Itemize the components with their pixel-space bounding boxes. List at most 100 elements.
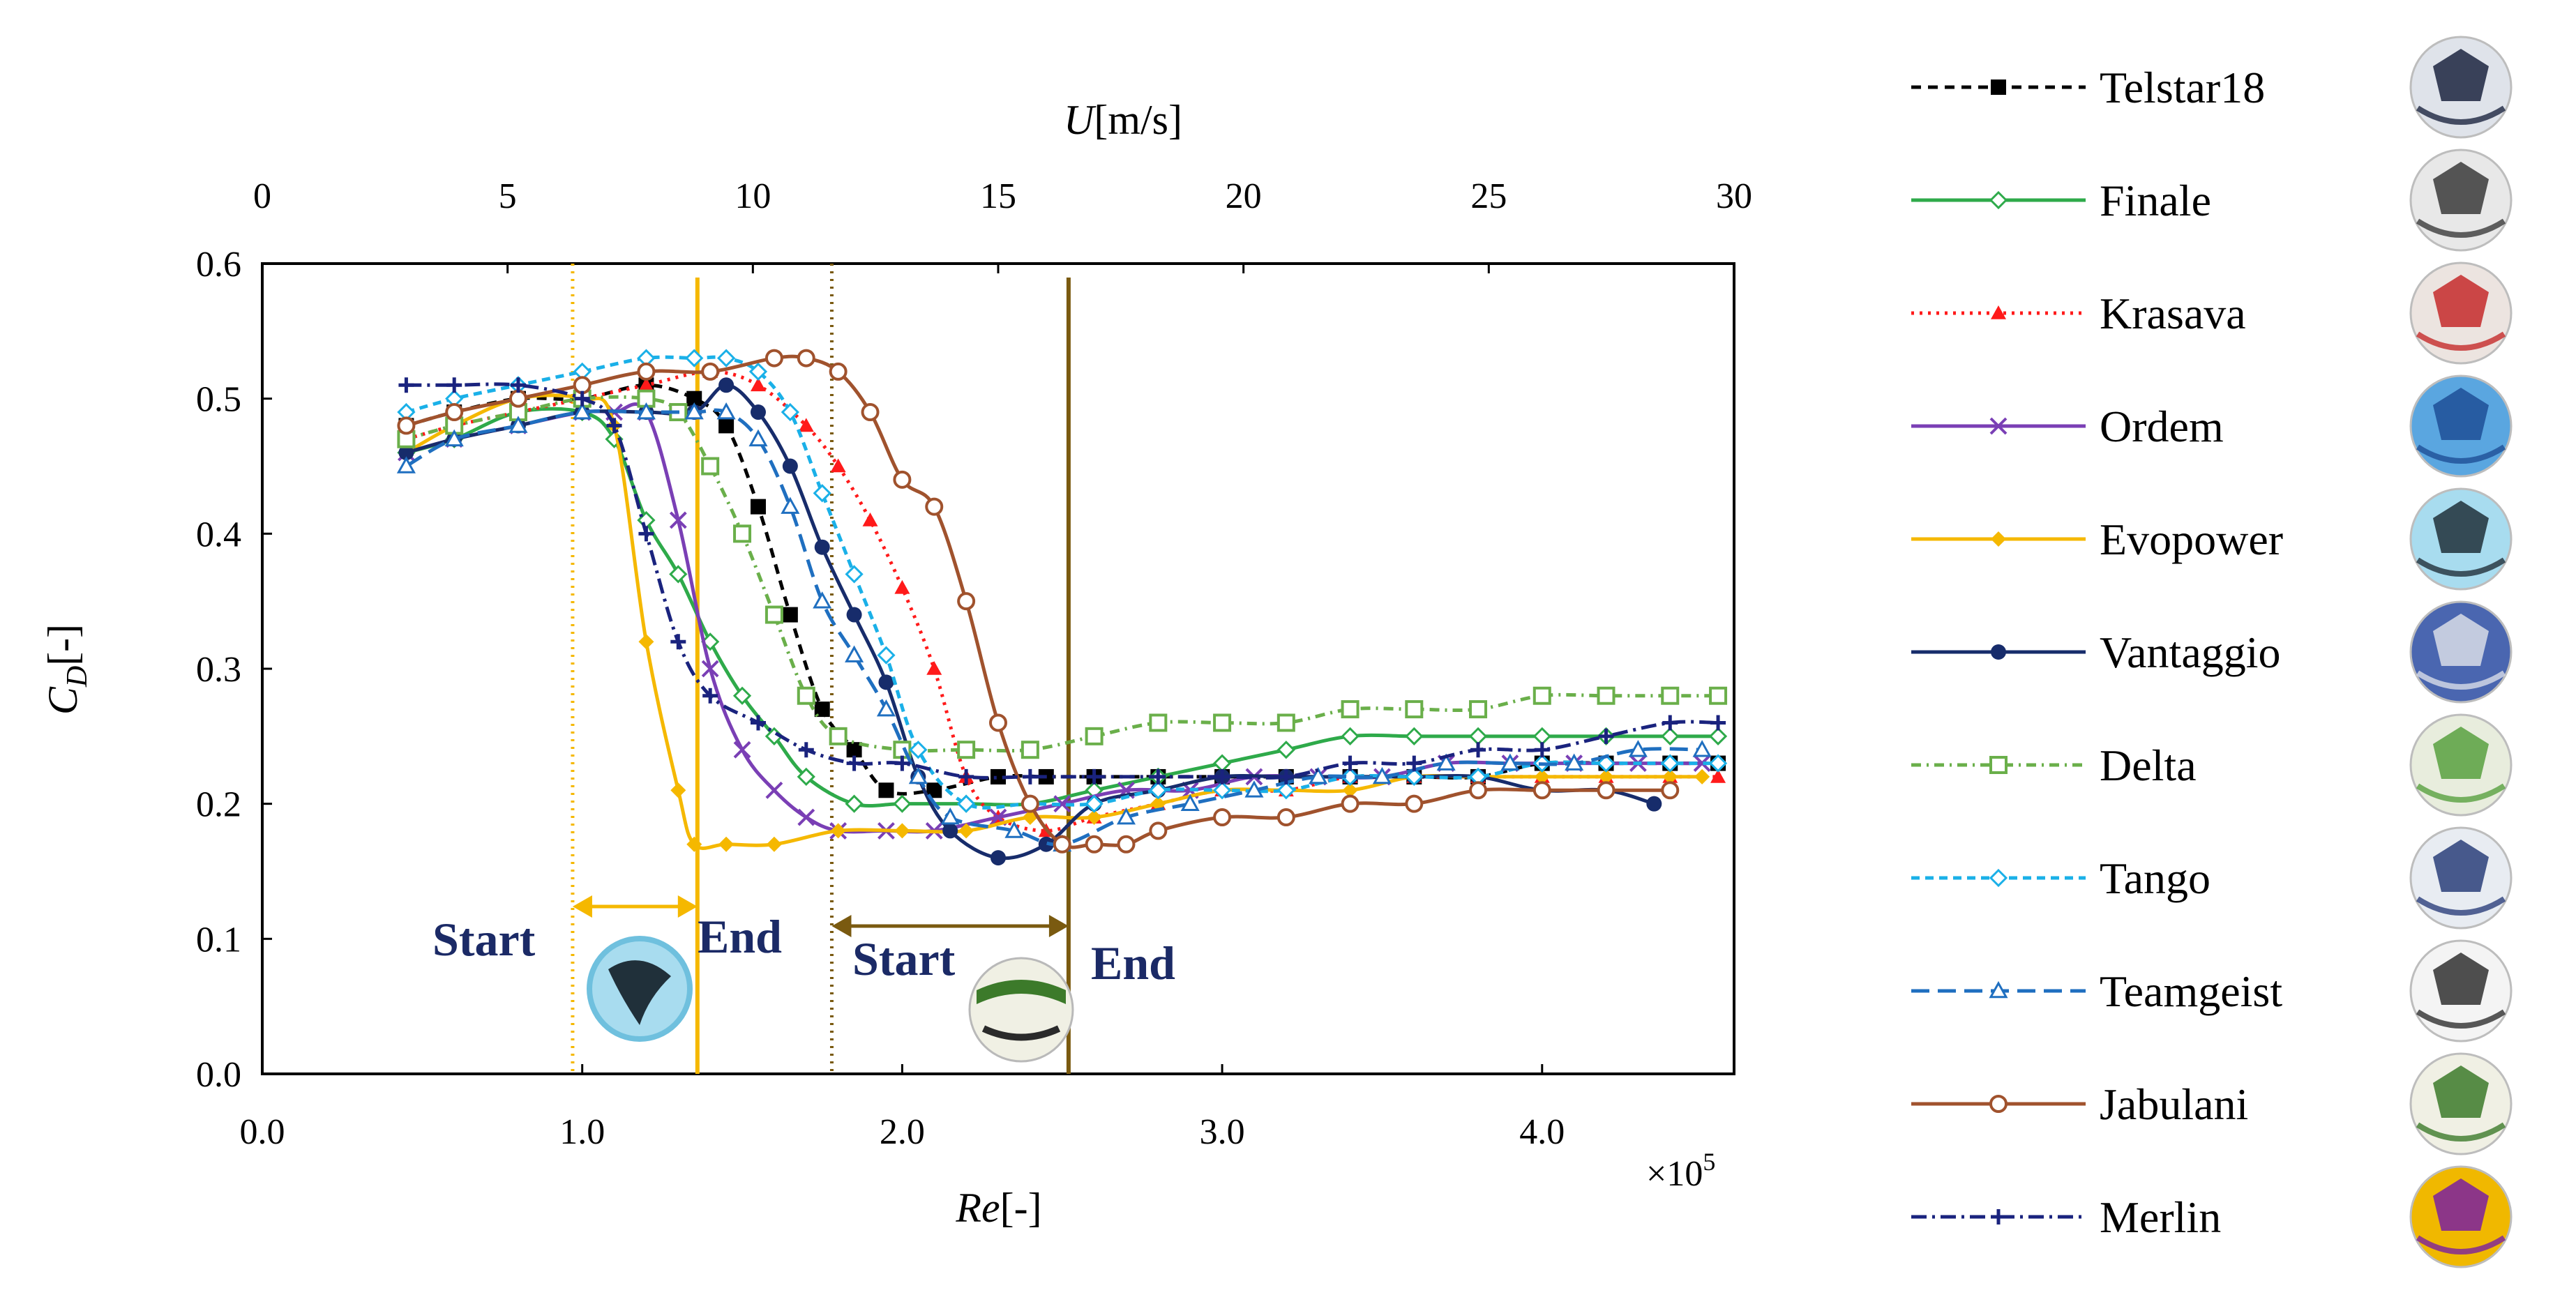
data-point-teamgeist xyxy=(748,429,768,447)
data-point-jabulani xyxy=(509,389,527,408)
data-point-jabulani xyxy=(925,497,944,516)
data-point-krasava xyxy=(862,512,878,526)
data-point-merlin xyxy=(1710,715,1726,731)
x-tick-label: 1.0 xyxy=(559,1112,605,1152)
x-multiplier: ×105 xyxy=(1646,1148,1715,1194)
y-axis-title: CD[-] xyxy=(40,624,93,715)
data-point-merlin xyxy=(1086,768,1102,784)
legend-marker-krasava xyxy=(1991,305,2006,319)
legend-label-telstar18: Telstar18 xyxy=(2100,63,2265,112)
vantaggio-ball-icon xyxy=(2409,600,2513,704)
evopower-ball-icon xyxy=(2409,487,2513,591)
data-point-evopower xyxy=(1694,768,1710,784)
data-point-krasava xyxy=(926,661,942,675)
data-point-finale xyxy=(1212,754,1232,773)
data-point-tango xyxy=(813,484,831,503)
data-point-tango xyxy=(685,349,704,367)
data-point-tango xyxy=(1597,754,1615,773)
data-point-jabulani xyxy=(637,362,656,381)
data-point-teamgeist xyxy=(781,496,800,514)
data-point-jabulani xyxy=(1117,835,1136,854)
transition-range-arrow-2 xyxy=(831,915,1069,937)
data-point-delta xyxy=(1597,686,1615,705)
series-ordem xyxy=(397,402,1711,840)
series-jabulani xyxy=(397,349,1680,854)
data-point-evopower xyxy=(830,823,846,839)
data-point-merlin xyxy=(1406,755,1422,771)
data-point-krasava xyxy=(798,418,814,432)
end-label-1: End xyxy=(698,910,782,963)
data-point-teamgeist xyxy=(1309,766,1328,784)
data-point-finale xyxy=(1661,727,1680,745)
data-point-telstar18 xyxy=(718,418,735,434)
data-point-teamgeist xyxy=(716,402,736,420)
legend-label-finale: Finale xyxy=(2100,176,2211,225)
data-point-tango xyxy=(845,565,864,584)
y-tick-label: 0.6 xyxy=(196,245,241,285)
data-point-teamgeist xyxy=(684,402,704,420)
data-point-delta xyxy=(1469,700,1488,719)
legend-marker-merlin xyxy=(1991,1209,2006,1225)
data-point-tango xyxy=(909,741,928,759)
data-point-merlin xyxy=(670,634,686,650)
legend-label-merlin: Merlin xyxy=(2100,1192,2221,1242)
legend-item-merlin: Merlin xyxy=(1911,1165,2513,1268)
data-point-delta xyxy=(957,741,976,759)
data-point-finale xyxy=(669,565,688,584)
data-point-ordem xyxy=(669,511,687,529)
data-point-teamgeist xyxy=(1372,766,1392,784)
data-point-teamgeist xyxy=(1436,753,1456,771)
x2-tick-label: 25 xyxy=(1470,176,1507,216)
data-point-jabulani xyxy=(1085,835,1104,854)
data-point-vantaggio xyxy=(942,823,958,839)
data-point-vantaggio xyxy=(814,539,830,555)
data-point-vantaggio xyxy=(718,377,735,393)
data-point-evopower xyxy=(718,836,735,852)
axes: 0.0 0.1 0.2 0.3 0.4 0.5 0.6 0.0 1.0 2.0 3.0 4.0 0 5 10… xyxy=(196,176,1752,1152)
data-point-finale xyxy=(845,794,864,813)
telstar18-ball-icon xyxy=(2409,36,2513,139)
data-point-merlin xyxy=(894,755,910,771)
data-point-jabulani xyxy=(957,592,976,611)
x-tick-label: 4.0 xyxy=(1519,1112,1565,1152)
data-point-jabulani xyxy=(1405,794,1424,813)
data-point-teamgeist xyxy=(636,402,656,420)
data-point-merlin xyxy=(638,526,654,542)
data-point-finale xyxy=(1532,727,1551,745)
data-point-merlin xyxy=(446,377,462,393)
data-point-delta xyxy=(1405,700,1424,719)
data-point-tango xyxy=(877,646,896,665)
data-point-teamgeist xyxy=(845,645,864,662)
data-point-vantaggio xyxy=(846,607,862,623)
data-point-teamgeist xyxy=(908,766,928,784)
series-line-vantaggio xyxy=(405,383,1655,861)
data-point-ordem xyxy=(701,660,719,678)
legend-item-finale: Finale xyxy=(1911,149,2513,252)
data-point-jabulani xyxy=(1053,835,1071,854)
legend-item-telstar18: Telstar18 xyxy=(1911,36,2513,139)
legend-marker-telstar18 xyxy=(1991,79,2006,95)
transition-range-arrow-1 xyxy=(572,895,698,918)
data-point-teamgeist xyxy=(1244,780,1264,798)
series-line-jabulani xyxy=(405,354,1671,849)
legend-item-teamgeist: Teamgeist xyxy=(1911,939,2513,1043)
series-line-teamgeist xyxy=(405,408,1703,847)
data-point-jabulani xyxy=(1469,781,1488,800)
data-point-merlin xyxy=(1598,728,1614,744)
data-point-krasava xyxy=(638,377,654,392)
data-point-vantaggio xyxy=(878,674,894,690)
data-point-merlin xyxy=(750,715,766,731)
data-point-evopower xyxy=(686,836,702,852)
data-point-merlin xyxy=(1214,768,1230,784)
x-tick-label: 0.0 xyxy=(240,1112,285,1152)
data-point-vantaggio xyxy=(991,850,1006,866)
legend-label-delta: Delta xyxy=(2100,741,2197,790)
ordem-ball-icon xyxy=(2409,374,2513,478)
data-point-tango xyxy=(748,362,768,381)
data-point-jabulani xyxy=(1597,781,1615,800)
data-point-delta xyxy=(1661,686,1680,705)
data-point-jabulani xyxy=(1341,794,1359,813)
series-line-merlin xyxy=(406,382,1719,780)
data-point-telstar18 xyxy=(846,742,862,758)
